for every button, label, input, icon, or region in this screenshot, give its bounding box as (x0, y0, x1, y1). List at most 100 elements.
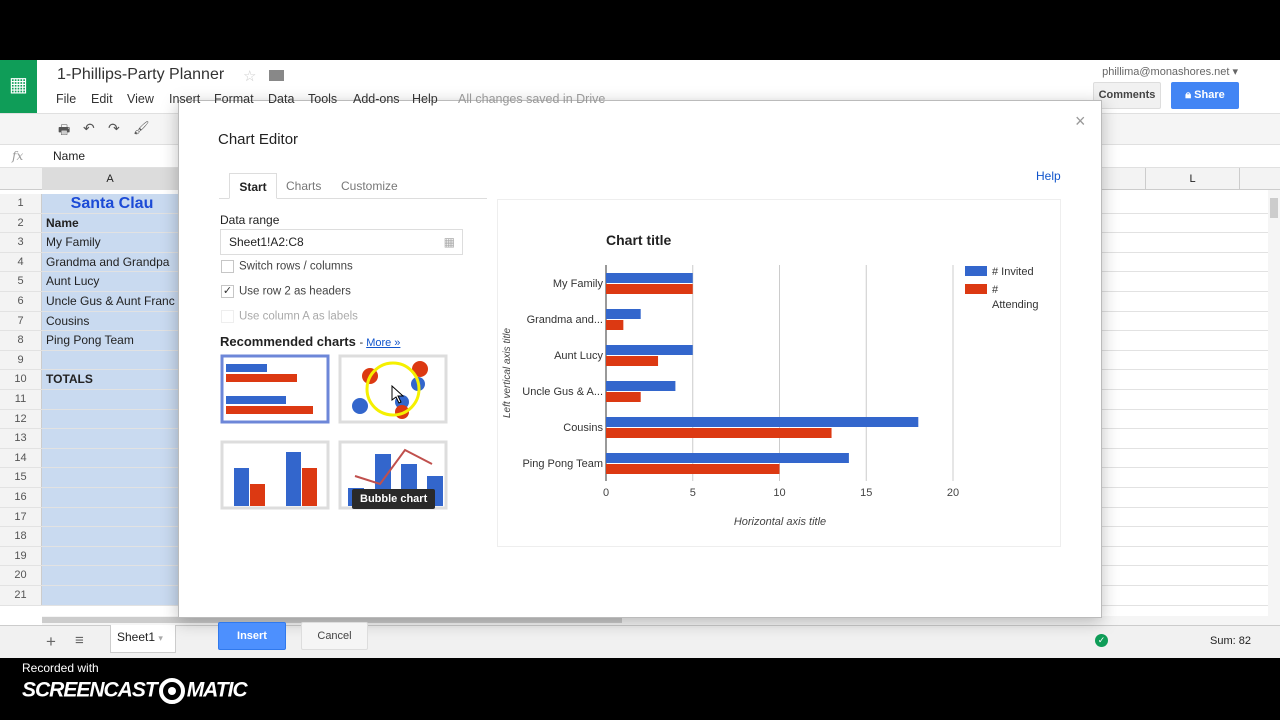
help-link[interactable]: Help (1036, 169, 1061, 183)
recorded-with-text: Recorded with (22, 661, 99, 675)
bubble-chart-thumbnail[interactable] (338, 354, 448, 424)
row-number[interactable]: 8 (0, 331, 42, 350)
cell-a[interactable] (42, 390, 178, 409)
cell-a[interactable]: Name (42, 213, 178, 233)
sheets-logo-icon[interactable]: ▦ (0, 60, 37, 113)
row-number[interactable]: 2 (0, 213, 42, 233)
row-number[interactable]: 21 (0, 586, 42, 605)
row-number[interactable]: 1 (0, 194, 42, 213)
user-account[interactable]: phillima@monashores.net ▾ (1102, 66, 1238, 78)
insert-button[interactable]: Insert (218, 622, 286, 650)
menu-view[interactable]: View (127, 92, 154, 106)
cell-a[interactable] (42, 409, 178, 429)
bar-chart[interactable]: Chart title 0 5 10 15 20 My Family Grandma and.… (498, 200, 1062, 548)
row-number[interactable]: 11 (0, 390, 42, 409)
cell-a[interactable]: Santa Clau (42, 194, 178, 213)
row-number[interactable]: 7 (0, 311, 42, 331)
row-number[interactable]: 14 (0, 448, 42, 468)
row-number[interactable]: 3 (0, 233, 42, 252)
undo-icon[interactable]: ↶ (83, 120, 95, 136)
sum-readout[interactable]: Sum: 82 (1210, 635, 1251, 647)
data-range-label: Data range (220, 213, 280, 227)
checkmark-icon[interactable]: ✓ (221, 285, 234, 298)
menu-tools[interactable]: Tools (308, 92, 338, 106)
formula-input[interactable]: Name (53, 149, 86, 163)
row-number[interactable]: 17 (0, 507, 42, 527)
cell-a[interactable] (42, 586, 178, 605)
tab-charts[interactable]: Charts (286, 179, 322, 193)
cell-a[interactable] (42, 488, 178, 507)
add-sheet-icon[interactable]: + (46, 632, 56, 651)
row-number[interactable]: 15 (0, 468, 42, 487)
cell-a[interactable]: Grandma and Grandpa (42, 252, 178, 272)
cancel-button[interactable]: Cancel (301, 622, 368, 650)
grid-select-icon[interactable]: ▦ (443, 235, 455, 249)
folder-icon[interactable] (269, 70, 284, 81)
menu-format[interactable]: Format (214, 92, 254, 106)
row-number[interactable]: 6 (0, 292, 42, 311)
cursor-highlight (365, 361, 421, 417)
horizontal-scrollbar[interactable] (42, 616, 1268, 625)
sheet-tab-sheet1[interactable]: Sheet1 ▾ (110, 625, 176, 653)
document-title[interactable]: 1-Phillips-Party Planner (57, 66, 225, 83)
row-number[interactable]: 18 (0, 527, 42, 546)
cell-a[interactable] (42, 507, 178, 527)
row-number[interactable]: 13 (0, 429, 42, 448)
x-axis-title: Horizontal axis title (734, 516, 826, 528)
column-chart-thumbnail[interactable] (220, 440, 330, 510)
cell-a[interactable] (42, 527, 178, 546)
save-status[interactable]: All changes saved in Drive (458, 92, 606, 106)
cell-a[interactable] (42, 546, 178, 566)
checkbox[interactable] (221, 260, 234, 273)
cell-a[interactable]: My Family (42, 233, 178, 252)
comments-button[interactable]: Comments (1093, 82, 1161, 109)
cell-a[interactable] (42, 566, 178, 585)
menu-edit[interactable]: Edit (91, 92, 113, 106)
column-header-l[interactable]: L (1145, 168, 1240, 190)
print-icon[interactable]: 🖶︎ (58, 122, 71, 137)
cell-a[interactable]: Aunt Lucy (42, 272, 178, 291)
bar-chart-thumbnail[interactable] (220, 354, 330, 424)
row-number[interactable]: 9 (0, 350, 42, 370)
cell-a[interactable]: Uncle Gus & Aunt Franc (42, 292, 178, 311)
tab-customize[interactable]: Customize (341, 179, 398, 193)
more-link[interactable]: More » (366, 337, 401, 349)
data-range-value: Sheet1!A2:C8 (229, 235, 304, 249)
row-number[interactable]: 5 (0, 272, 42, 291)
star-icon[interactable]: ☆ (243, 68, 257, 85)
tab-start[interactable]: Start (229, 173, 277, 199)
row-number[interactable]: 4 (0, 252, 42, 272)
cell-a[interactable] (42, 429, 178, 448)
column-header-a[interactable]: A (42, 168, 178, 190)
vertical-scrollbar[interactable] (1268, 190, 1280, 625)
close-icon[interactable]: × (1075, 111, 1086, 131)
row-number[interactable]: 12 (0, 409, 42, 429)
row-number[interactable]: 10 (0, 370, 42, 389)
use-column-labels-checkbox[interactable]: Use column A as labels (221, 310, 358, 323)
switch-rows-columns-checkbox[interactable]: Switch rows / columns (221, 260, 353, 273)
menu-add-ons[interactable]: Add-ons (353, 92, 400, 106)
cell-a[interactable]: Cousins (42, 311, 178, 331)
bar-invited (606, 273, 693, 283)
row-number[interactable]: 20 (0, 566, 42, 585)
use-row-headers-checkbox[interactable]: ✓ Use row 2 as headers (221, 285, 351, 298)
cell-a[interactable]: Ping Pong Team (42, 331, 178, 350)
cell-a[interactable] (42, 350, 178, 370)
checkbox[interactable] (221, 310, 234, 323)
cell-a[interactable]: TOTALS (42, 370, 178, 389)
sheet-tabs-bar: + ≡ Sheet1 ▾ ✓ Sum: 82 (0, 625, 1280, 658)
menu-insert[interactable]: Insert (169, 92, 201, 106)
all-sheets-icon[interactable]: ≡ (75, 632, 84, 649)
row-number[interactable]: 19 (0, 546, 42, 566)
paint-format-icon[interactable]: 🖌︎ (133, 120, 150, 135)
menu-data[interactable]: Data (268, 92, 295, 106)
data-range-input[interactable]: Sheet1!A2:C8 ▦ (220, 229, 463, 255)
y-tick-label: Grandma and... (527, 314, 603, 326)
menu-file[interactable]: File (56, 92, 77, 106)
redo-icon[interactable]: ↷ (108, 120, 120, 136)
share-button[interactable]: 🔒︎ Share (1171, 82, 1239, 109)
cell-a[interactable] (42, 468, 178, 487)
menu-help[interactable]: Help (412, 92, 438, 106)
cell-a[interactable] (42, 448, 178, 468)
row-number[interactable]: 16 (0, 488, 42, 507)
